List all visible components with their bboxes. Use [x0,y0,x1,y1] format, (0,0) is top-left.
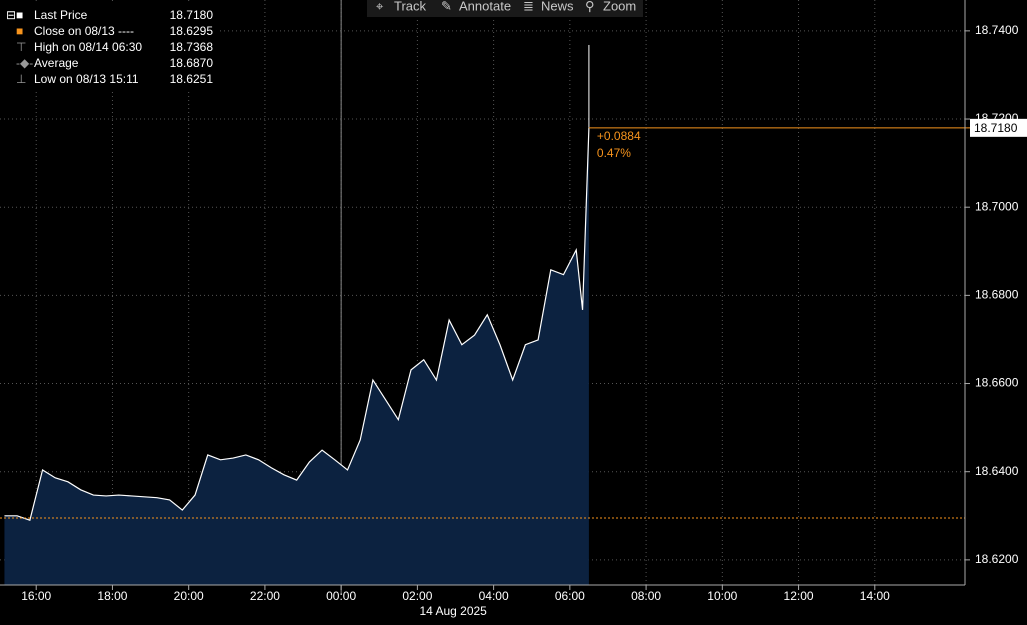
y-tick-label: 18.6200 [975,552,1019,566]
change-pct-label: 0.47% [597,146,631,160]
y-tick-label: 18.6400 [975,464,1019,478]
y-tick-label: 18.6600 [975,376,1019,390]
x-tick-label: 16:00 [21,589,51,603]
y-tick-label: 18.7400 [975,23,1019,37]
legend-box [0,4,218,89]
legend-symbol: ⊤ [16,40,26,54]
x-tick-label: 08:00 [631,589,661,603]
toolbar-button[interactable]: News [541,0,574,13]
legend-symbol: ■ [16,24,23,38]
toolbar-button[interactable]: Zoom [603,0,636,13]
toolbar-button[interactable]: Track [394,0,427,13]
x-tick-label: 06:00 [555,589,585,603]
last-price-tag-label: 18.7180 [974,121,1018,135]
legend-label: Low on 08/13 15:11 [34,72,139,86]
x-tick-label: 18:00 [97,589,127,603]
track-icon: ⌖ [376,0,384,13]
legend-value: 18.6251 [170,72,214,86]
legend-label: Last Price [34,8,88,22]
legend-label: Average [34,56,79,70]
x-tick-label: 22:00 [250,589,280,603]
news-icon: ≣ [523,0,534,13]
x-date-label: 14 Aug 2025 [419,604,487,618]
legend-value: 18.7180 [170,8,214,22]
legend-value: 18.7368 [170,40,214,54]
toolbar-button[interactable]: Annotate [459,0,511,13]
legend-symbol: -◆- [16,56,33,70]
x-tick-label: 20:00 [174,589,204,603]
x-tick-label: 12:00 [784,589,814,603]
legend-symbol: ⊥ [16,72,26,86]
plot-area [0,0,1020,595]
legend-value: 18.6295 [170,24,214,38]
change-label: +0.0884 [597,129,641,143]
x-tick-label: 14:00 [860,589,890,603]
y-tick-label: 18.6800 [975,288,1019,302]
legend-label: High on 08/14 06:30 [34,40,142,54]
x-tick-label: 02:00 [402,589,432,603]
legend-symbol: ■ [16,8,23,22]
area-fill [4,127,589,586]
x-tick-label: 10:00 [707,589,737,603]
collapse-icon: ⊟ [6,8,16,22]
toolbar [367,0,643,17]
x-tick-label: 00:00 [326,589,356,603]
legend-label: Close on 08/13 ---- [34,24,134,38]
price-line [4,127,590,521]
x-tick-label: 04:00 [479,589,509,603]
y-tick-label: 18.7000 [975,199,1019,213]
legend-value: 18.6870 [170,56,214,70]
last-price-tag [970,118,1027,137]
zoom-icon: ⚲ [585,0,595,13]
annotate-icon: ✎ [441,0,452,13]
